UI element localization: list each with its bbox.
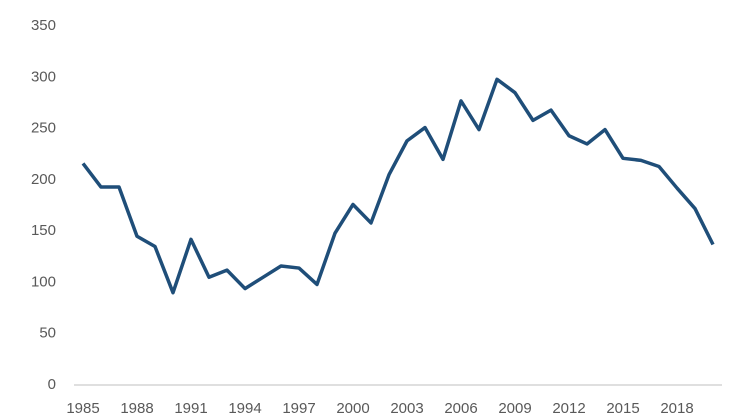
y-tick-label: 350 [31, 17, 56, 34]
y-tick-label: 150 [31, 222, 56, 239]
x-tick-label: 1985 [66, 400, 99, 417]
y-tick-label: 200 [31, 171, 56, 188]
x-tick-label: 2000 [336, 400, 369, 417]
y-tick-label: 300 [31, 68, 56, 85]
line-series [81, 77, 715, 295]
y-tick-label: 50 [39, 325, 56, 342]
x-tick-label: 1988 [120, 400, 153, 417]
y-tick-label: 250 [31, 120, 56, 137]
x-tick-label: 1991 [174, 400, 207, 417]
x-tick-label: 2012 [552, 400, 585, 417]
x-tick-label: 1994 [228, 400, 261, 417]
y-tick-label: 100 [31, 273, 56, 290]
x-tick-label: 2006 [444, 400, 477, 417]
y-tick-label: 0 [48, 376, 56, 393]
x-tick-label: 2009 [498, 400, 531, 417]
x-tick-label: 2015 [606, 400, 639, 417]
x-tick-label: 2018 [660, 400, 693, 417]
x-tick-label: 2003 [390, 400, 423, 417]
x-tick-label: 1997 [282, 400, 315, 417]
